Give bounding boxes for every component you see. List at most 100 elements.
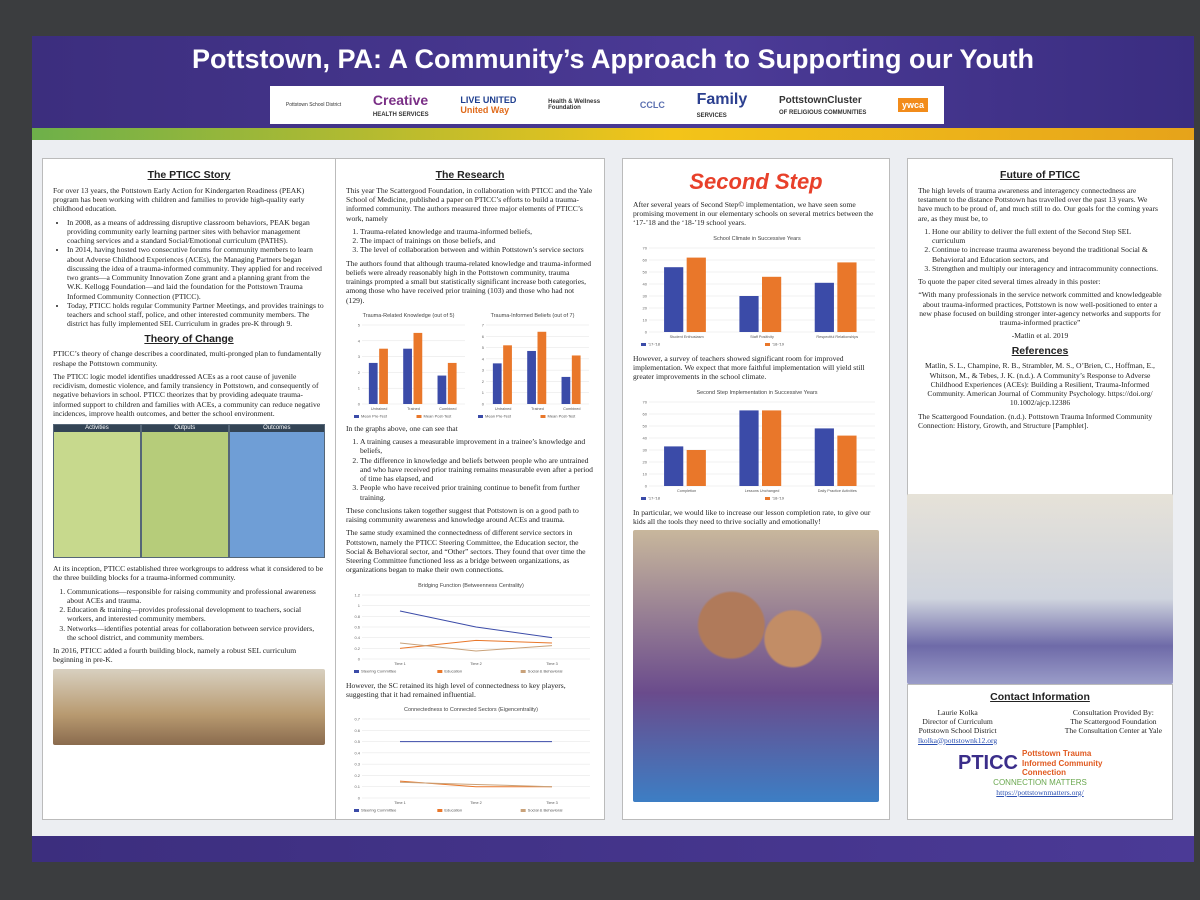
x-tick-label: Combined: [563, 407, 580, 411]
legend-swatch: [437, 809, 443, 813]
reference: Matlin, S. L., Champine, R. B., Stramble…: [925, 361, 1155, 408]
bar: [837, 261, 857, 332]
heading: The PTICC Story: [147, 169, 231, 181]
y-tick-label: 0: [358, 656, 361, 661]
tagline: CONNECTION MATTERS: [993, 778, 1087, 788]
column: The PTICC Story For over 13 years, the P…: [42, 158, 336, 820]
bar: [368, 362, 378, 404]
y-tick-label: 10: [643, 471, 648, 476]
y-tick-label: 0.7: [354, 717, 360, 722]
x-tick-label: Time 1: [394, 801, 405, 805]
line: [399, 642, 553, 652]
bar: [837, 435, 857, 486]
legend-label: ’18-’19: [772, 495, 785, 500]
column: The Research This year The Scattergood F…: [335, 158, 605, 820]
photo: [633, 530, 879, 803]
quote: “With many professionals in the service …: [918, 290, 1162, 328]
logo: Creative HEALTH SERVICES: [372, 92, 429, 118]
legend-label: Mean Pre-Test: [485, 413, 512, 418]
y-tick-label: 50: [643, 269, 648, 274]
heading: Theory of Change: [144, 332, 234, 345]
y-tick-label: 20: [643, 459, 648, 464]
chart-title: Second Step Implementation in Successive…: [696, 390, 817, 396]
text: However, the SC retained its high level …: [346, 680, 566, 700]
email[interactable]: lkolka@pottstownk12.org: [918, 735, 998, 745]
chart: Trauma-Informed Beliefs (out of 7) 0 1 2 3 4 5…: [470, 308, 594, 424]
y-tick-label: 1: [482, 390, 485, 395]
chart-background: [346, 578, 596, 679]
bar: [571, 355, 581, 404]
y-tick-label: 30: [643, 447, 648, 452]
line: [399, 610, 553, 638]
logo: Health & Wellness Foundation: [548, 99, 601, 111]
item: Education & training—provides profession…: [67, 605, 325, 624]
y-tick-label: 0.5: [354, 739, 360, 744]
legend-swatch: [641, 496, 646, 500]
legend-label: Mean Post-Test: [548, 413, 577, 418]
text: In 2016, PTICC added a fourth building b…: [53, 646, 297, 665]
chart-title: Bridging Function (Betweenness Centralit…: [418, 583, 524, 589]
link[interactable]: https://pottstownmatters.org/: [996, 787, 1084, 797]
item: The impact of trainings on those beliefs…: [360, 236, 594, 245]
y-tick-label: 0: [645, 329, 648, 334]
text: Director of Curriculum: [922, 717, 993, 727]
y-tick-label: 50: [643, 423, 648, 428]
legend-label: Social & Behavioral: [528, 808, 563, 813]
item: People who have received prior training …: [360, 483, 594, 502]
y-tick-label: 10: [643, 317, 648, 322]
item: Hone our ability to deliver the full ext…: [932, 227, 1162, 246]
logo-strip: Pottstown School District Creative HEALTH…: [270, 86, 944, 124]
y-tick-label: 3: [358, 354, 361, 359]
bullet: In 2014, having hosted two consecutive f…: [67, 245, 325, 301]
y-tick-label: 20: [643, 305, 648, 310]
y-tick-label: 1.2: [354, 592, 360, 597]
model-column: Activities: [53, 424, 141, 559]
y-tick-label: 70: [643, 399, 648, 404]
legend-swatch: [765, 342, 770, 346]
bar: [814, 282, 834, 332]
x-tick-label: Time 2: [470, 801, 481, 805]
model-column: Outcomes: [228, 424, 326, 559]
bar: [739, 409, 759, 486]
y-tick-label: 70: [643, 245, 648, 250]
legend-swatch: [437, 669, 443, 673]
y-tick-label: 1: [358, 603, 361, 608]
legend-swatch: [416, 414, 422, 418]
chart: Trauma-Related Knowledge (out of 5) 0 1 2 3 4…: [346, 308, 470, 424]
column: Second Step After several years of Secon…: [622, 158, 890, 820]
y-tick-label: 60: [643, 411, 648, 416]
chart: Bridging Function (Betweenness Centralit…: [346, 578, 596, 679]
y-tick-label: 0.8: [354, 613, 360, 618]
heading: Contact Information: [990, 691, 1090, 703]
y-tick-label: 0.2: [354, 773, 360, 778]
reference: The Scattergood Foundation. (n.d.). Pott…: [918, 411, 1153, 430]
x-tick-label: Daily Practice Activities: [818, 489, 857, 493]
logic-model: Activities Outputs Outcomes: [53, 424, 326, 559]
y-tick-label: 0: [358, 401, 361, 406]
legend-swatch: [540, 414, 546, 418]
bar: [437, 375, 447, 404]
chart: School Climate in Successive Years 0 10 20 3…: [633, 231, 881, 352]
x-tick-label: Time 1: [394, 662, 405, 666]
legend-label: Steering Committee: [361, 668, 397, 673]
chart: Second Step Implementation in Successive…: [633, 385, 881, 506]
chart-title: School Climate in Successive Years: [713, 236, 801, 242]
item: The level of collaboration between and w…: [360, 245, 594, 254]
bar: [762, 409, 782, 486]
x-tick-label: Time 3: [546, 662, 557, 666]
bar: [447, 362, 457, 404]
heading: The Research: [435, 169, 505, 181]
bar: [762, 276, 782, 332]
bar: [379, 348, 388, 404]
y-tick-label: 0.4: [354, 635, 360, 640]
y-tick-label: 30: [643, 293, 648, 298]
y-tick-label: 0: [645, 483, 648, 488]
legend-swatch: [520, 809, 526, 813]
legend-label: Social & Behavioral: [528, 668, 563, 673]
text: Laurie Kolka: [937, 707, 978, 717]
bar: [527, 350, 536, 404]
legend-label: ’17-’18: [648, 495, 661, 500]
x-tick-label: Trained: [531, 407, 544, 411]
y-tick-label: 1: [358, 385, 361, 390]
